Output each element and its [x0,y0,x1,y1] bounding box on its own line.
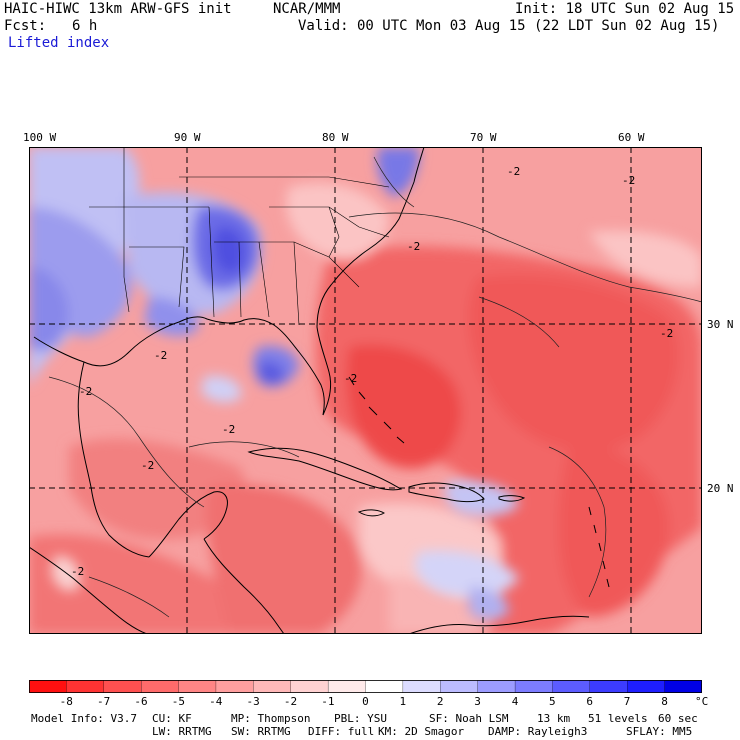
lw-scheme: LW: RRTMG [152,725,212,738]
colorbar-tick-label: -4 [209,695,223,708]
colorbar-tick-label: -6 [134,695,148,708]
colorbar-tick-label: 6 [586,695,594,708]
colorbar-cell [178,680,217,693]
lon-label-90w: 90 W [174,131,201,144]
timestep: 60 sec [658,712,698,725]
colorbar-tick-label: 3 [474,695,481,708]
colorbar-cell [440,680,479,693]
mp-scheme: MP: Thompson [231,712,311,725]
colorbar-tick-label: -1 [321,695,335,708]
colorbar-cell [290,680,329,693]
contour-label: -2 [154,349,167,362]
colorbar-cell [589,680,628,693]
contour-label: -2 [660,327,673,340]
contour-lines [48,156,702,618]
contour-label: -2 [71,565,84,578]
colorbar-cell [627,680,666,693]
fcst-value: 6 h [72,18,98,34]
contour-label: -2 [222,423,235,436]
valid-time: Valid: 00 UTC Mon 03 Aug 15 (22 LDT Sun … [298,18,720,34]
colorbar-tick-label: -2 [283,695,298,708]
lat-label-20n: 20 N [707,482,734,495]
pbl-scheme: PBL: YSU [334,712,387,725]
contour-label: -2 [507,165,520,178]
colorbar-cell [103,680,142,693]
lon-label-100w: 100 W [23,131,57,144]
model-info: Model Info: V3.7 [31,712,137,725]
lat-lon-grid [29,147,702,634]
lon-label-70w: 70 W [470,131,497,144]
colorbar-tick-label: -7 [97,695,111,708]
colorbar-tick-label: -3 [246,695,260,708]
lon-label-80w: 80 W [322,131,349,144]
colorbar-tick-label: 7 [623,695,631,708]
km-setting: KM: 2D Smagor [378,725,465,738]
colorbar-cell [215,680,254,693]
colorbar-unit: °C [695,695,709,708]
colorbar-cell [514,680,553,693]
model-title: HAIC-HIWC 13km ARW-GFS init [4,1,232,17]
colorbar-tick-label: 8 [661,695,668,708]
colorbar-tick-label: 5 [549,695,556,708]
contour-label: -2 [79,385,92,398]
levels: 51 levels [588,712,648,725]
colorbar-cell [66,680,105,693]
colorbar-tick-label: 2 [436,695,444,708]
colorbar-tick-label: 4 [511,695,519,708]
state-borders [89,147,390,326]
contour-label: -2 [407,240,420,253]
colorbar-cells [29,680,702,693]
colorbar-cell [29,680,67,693]
sw-scheme: SW: RRTMG [231,725,291,738]
colorbar-tick-label: -5 [171,695,186,708]
colorbar-cell [253,680,292,693]
contour-labels: -2 -2 -2 -2 -2 -2 -2 -2 -2 -2 [71,165,673,578]
contour-label: -2 [622,174,635,187]
colorbar-cell [477,680,516,693]
org-label: NCAR/MMM [273,1,341,17]
colorbar-tick-label: -8 [59,695,73,708]
sflay-setting: SFLAY: MM5 [626,725,693,738]
field-name: Lifted index [8,35,110,51]
lat-label-30n: 30 N [707,318,734,331]
colorbar-cell [327,680,366,693]
diff-setting: DIFF: full [308,725,375,738]
colorbar-tick-label: 1 [399,695,407,708]
fcst-label: Fcst: [4,18,47,34]
colorbar-cell [664,680,702,693]
colorbar-cell [365,680,404,693]
map-frame [29,147,702,634]
contour-label: -2 [344,372,357,385]
colorbar-cell [402,680,441,693]
colorbar-tick-label: 0 [362,695,369,708]
damp-setting: DAMP: Rayleigh3 [488,725,588,738]
resolution: 13 km [537,712,571,725]
lon-label-60w: 60 W [618,131,645,144]
stable-regions [29,147,519,620]
lifted-index-map: -2 -2 -2 -2 -2 -2 -2 -2 -2 -2 [29,147,702,634]
colorbar-frame [29,680,702,693]
colorbar-cell [141,680,180,693]
sf-scheme: SF: Noah LSM [429,712,509,725]
init-time: Init: 18 UTC Sun 02 Aug 15 [515,1,735,17]
contour-label: -2 [141,459,154,472]
cu-scheme: CU: KF [152,712,192,725]
coastlines [29,147,610,634]
colorbar-cell [552,680,591,693]
colorbar [29,680,702,693]
